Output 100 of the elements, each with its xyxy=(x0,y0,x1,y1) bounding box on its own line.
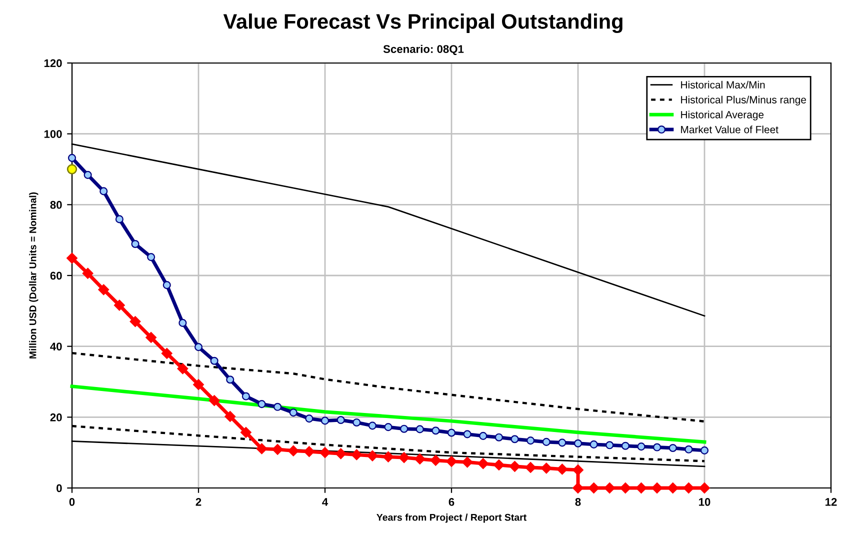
point xyxy=(590,440,598,448)
point xyxy=(432,426,440,435)
point xyxy=(478,458,489,470)
point xyxy=(446,456,457,467)
point xyxy=(194,343,203,352)
point xyxy=(509,460,520,472)
point xyxy=(384,423,392,432)
point xyxy=(588,482,600,494)
point xyxy=(684,445,693,454)
y-tick-label: 100 xyxy=(44,130,62,138)
point xyxy=(572,482,584,494)
point xyxy=(208,395,220,406)
point xyxy=(416,425,424,434)
point xyxy=(289,408,298,417)
point xyxy=(366,450,378,462)
point xyxy=(115,215,124,224)
point xyxy=(352,418,361,427)
point xyxy=(256,443,268,454)
point xyxy=(147,253,156,262)
legend-label: Historical Average xyxy=(681,110,764,120)
y-axis-title: Million USD (Dollar Units = Nominal) xyxy=(29,192,38,358)
point xyxy=(382,451,394,462)
point xyxy=(463,430,472,438)
point xyxy=(637,442,646,451)
point xyxy=(335,448,346,460)
point xyxy=(510,435,519,444)
point xyxy=(82,268,94,279)
y-tick-label: 60 xyxy=(50,272,62,280)
point xyxy=(68,154,76,162)
point xyxy=(66,164,78,174)
point xyxy=(305,414,314,423)
point xyxy=(653,443,662,452)
point xyxy=(447,428,456,437)
point xyxy=(336,416,345,424)
point xyxy=(636,482,647,494)
point xyxy=(430,454,442,466)
y-tick-label: 40 xyxy=(50,342,62,350)
line-series xyxy=(70,384,706,444)
point xyxy=(668,444,677,452)
point xyxy=(414,453,426,464)
chart-subtitle: Scenario: 08Q1 xyxy=(383,44,464,56)
point xyxy=(288,445,299,456)
point xyxy=(193,379,204,390)
point xyxy=(224,410,236,422)
point xyxy=(162,281,171,290)
point xyxy=(540,462,552,474)
point xyxy=(398,452,410,464)
point xyxy=(604,482,616,494)
x-tick-label: 0 xyxy=(69,498,75,506)
point xyxy=(479,432,488,440)
point xyxy=(274,402,282,411)
legend-label: Market Value of Fleet xyxy=(681,126,778,134)
point xyxy=(400,424,408,433)
point xyxy=(161,348,172,359)
x-tick-label: 8 xyxy=(575,498,581,506)
point xyxy=(131,240,140,248)
legend-label: Historical Max/Min xyxy=(681,80,765,89)
x-tick-label: 6 xyxy=(448,498,454,506)
point xyxy=(493,460,504,470)
legend-label: Historical Plus/Minus range xyxy=(681,96,806,106)
point xyxy=(242,392,250,400)
y-tick-label: 80 xyxy=(50,200,62,209)
point xyxy=(652,482,663,494)
point xyxy=(351,449,362,460)
chart-title: Value Forecast Vs Principal Outstanding xyxy=(223,14,622,34)
y-tick-label: 120 xyxy=(44,59,62,68)
point xyxy=(700,446,709,454)
point xyxy=(556,464,568,475)
point xyxy=(574,439,582,448)
point xyxy=(146,332,157,343)
point xyxy=(98,284,110,296)
point xyxy=(494,433,503,442)
point xyxy=(320,416,330,425)
point xyxy=(130,316,141,328)
point xyxy=(240,426,252,438)
point xyxy=(558,438,566,447)
y-tick-label: 0 xyxy=(56,484,62,492)
x-tick-label: 10 xyxy=(699,498,710,506)
x-tick-label: 2 xyxy=(196,498,202,506)
x-tick-label: 4 xyxy=(322,498,328,506)
x-axis-title: Years from Project / Report Start xyxy=(376,514,526,523)
point xyxy=(66,252,78,264)
point xyxy=(525,462,536,473)
point xyxy=(226,376,234,384)
point xyxy=(526,436,535,445)
point xyxy=(84,170,92,179)
point xyxy=(100,187,108,196)
point xyxy=(272,444,284,455)
point xyxy=(210,356,218,365)
point xyxy=(542,438,550,446)
point xyxy=(462,456,473,468)
point xyxy=(177,363,188,374)
point xyxy=(320,447,330,458)
point xyxy=(304,446,315,457)
point xyxy=(667,482,678,494)
point xyxy=(621,442,630,450)
point xyxy=(699,482,710,494)
point xyxy=(620,482,631,494)
point xyxy=(178,318,187,327)
point xyxy=(114,300,125,311)
